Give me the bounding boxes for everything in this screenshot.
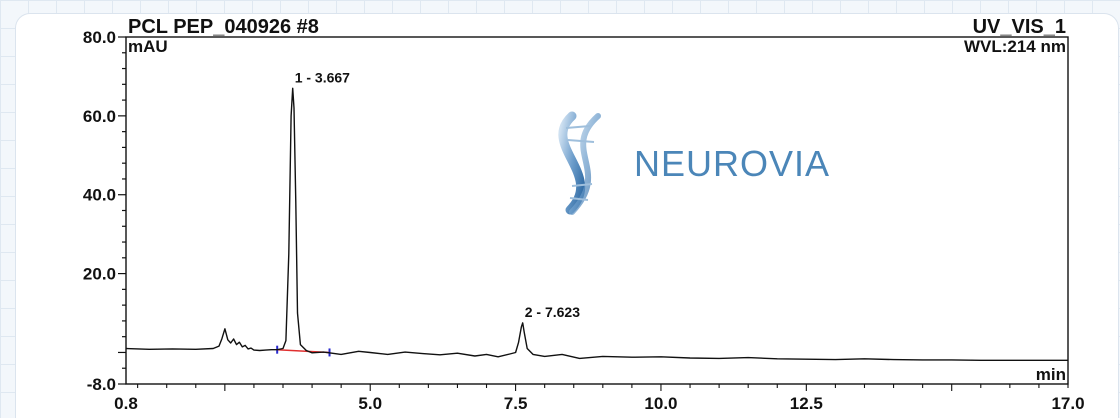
y-tick-label: 60.0: [83, 107, 116, 126]
x-tick-label: 0.8: [114, 394, 138, 413]
x-tick-label: 7.5: [504, 394, 528, 413]
channel-label: UV_VIS_1: [973, 16, 1066, 38]
x-tick-label: 10.0: [644, 394, 677, 413]
x-tick-label: 17.0: [1051, 394, 1084, 413]
peak-label: 1 - 3.667: [295, 69, 350, 85]
y-tick-label: 40.0: [83, 186, 116, 205]
y-tick-label: -8.0: [87, 375, 116, 394]
y-tick-label: 20.0: [83, 265, 116, 284]
chart-title: PCL PEP_040926 #8: [128, 16, 319, 38]
x-tick-label: 5.0: [358, 394, 382, 413]
x-axis-unit: min: [1036, 365, 1066, 384]
y-tick-label: 80.0: [83, 28, 116, 47]
peak-label: 2 - 7.623: [525, 304, 580, 320]
plot-frame: [125, 36, 1069, 385]
axes: 80.0 60.0 40.0 20.0 -8.00.8 5.0 7.5 10.0 12.5 17.…: [83, 28, 1085, 413]
series-line: [125, 87, 1068, 361]
x-tick-label: 12.5: [790, 394, 823, 413]
chart-panel: [16, 14, 1118, 418]
chart-marks: 1 - 3.667 2 - 7.623: [125, 69, 1068, 361]
y-axis-unit: mAU: [128, 37, 168, 56]
brand-watermark: NEUROVIA: [634, 143, 830, 184]
wavelength-label: WVL:214 nm: [964, 37, 1066, 56]
dna-helix-icon: [558, 111, 601, 215]
